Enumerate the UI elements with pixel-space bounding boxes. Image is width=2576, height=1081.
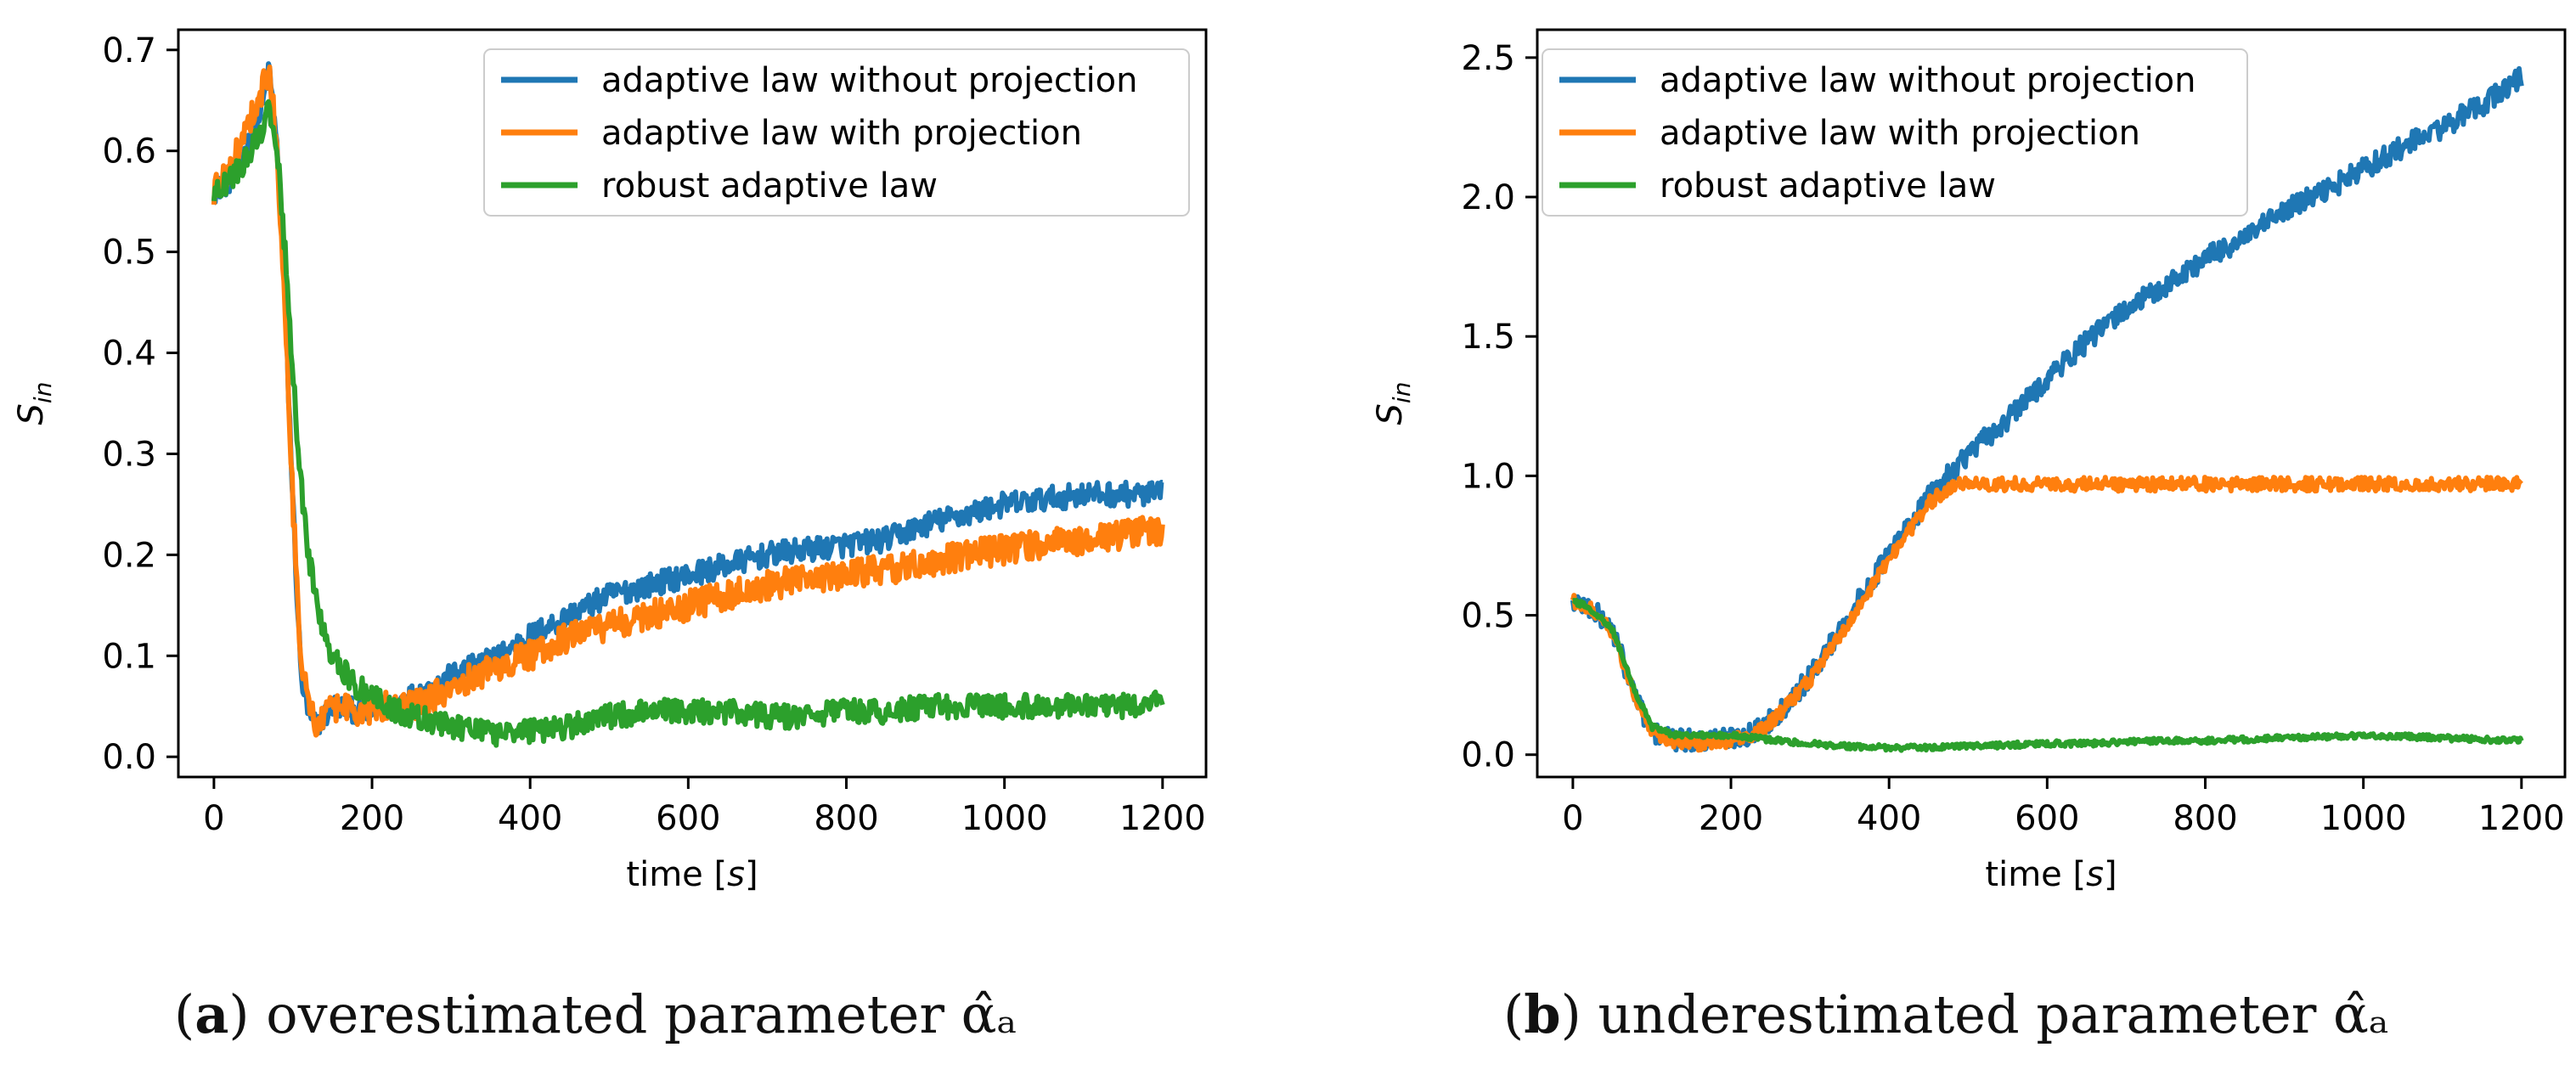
legend-label-1: adaptive law without projection (601, 61, 1138, 100)
x-axis-label-part: time [ (1985, 855, 2086, 894)
x-axis-label: time [s] (626, 855, 758, 894)
legend: adaptive law without projection adaptive … (483, 48, 1190, 217)
series-group (1570, 65, 2524, 753)
series-group (211, 61, 1165, 748)
caption-a: (a) overestimated parameter α̂ₐ (174, 983, 1017, 1045)
caption-b-label: b (1524, 983, 1561, 1045)
x-axis-label-unit: s (2086, 855, 2104, 894)
plot-frame (1536, 28, 2567, 779)
series-line-3 (1571, 598, 2524, 753)
y-axis-label: Sin (12, 382, 57, 425)
caption-b-text: underestimated parameter α̂ₐ (1581, 983, 2389, 1045)
x-tick-label: 1200 (1119, 799, 1206, 838)
legend-box (1542, 48, 2248, 217)
series-line-2 (211, 64, 1165, 738)
y-tick-label: 1.0 (1461, 457, 1515, 496)
y-tick-label: 0.6 (102, 132, 156, 172)
x-tick-label: 0 (203, 799, 224, 838)
x-axis-label-part: ] (2104, 855, 2117, 894)
caption-a-text: overestimated parameter α̂ₐ (249, 983, 1017, 1045)
x-tick-label: 600 (656, 799, 720, 838)
y-tick-label: 0.7 (102, 31, 156, 70)
x-axis-label-part: time [ (626, 855, 727, 894)
y-tick-label: 2.5 (1461, 39, 1515, 78)
x-tick-label: 200 (1699, 799, 1763, 838)
x-tick-label: 800 (814, 799, 878, 838)
x-axis-label: time [s] (1985, 855, 2117, 894)
y-tick-label: 0.0 (102, 738, 156, 777)
plot-frame (177, 28, 1208, 779)
x-tick-label: 1200 (2478, 799, 2565, 838)
y-tick-label: 0.3 (102, 435, 156, 474)
x-axis-label-unit: s (727, 855, 745, 894)
legend-label-3: robust adaptive law (1660, 166, 1996, 206)
y-tick-label: 0.1 (102, 637, 156, 676)
y-axis-label-main: S (12, 403, 51, 425)
x-tick-label: 800 (2173, 799, 2237, 838)
legend-box (483, 48, 1190, 217)
y-axis-label-sub: in (1388, 382, 1416, 404)
legend-label-1: adaptive law without projection (1660, 61, 2196, 100)
legend-label-2: adaptive law with projection (601, 114, 1082, 153)
caption-b: (b) underestimated parameter α̂ₐ (1503, 983, 2389, 1045)
x-tick-label: 1000 (961, 799, 1048, 838)
y-tick-label: 1.5 (1461, 318, 1515, 357)
legend: adaptive law without projection adaptive … (1542, 48, 2248, 217)
x-tick-label: 400 (498, 799, 562, 838)
y-tick-label: 0.5 (102, 234, 156, 273)
x-tick-label: 600 (2015, 799, 2079, 838)
y-tick-label: 2.0 (1461, 178, 1515, 217)
series-line-3 (211, 99, 1165, 748)
legend-label-2: adaptive law with projection (1660, 114, 2140, 153)
series-line-1 (1570, 65, 2524, 753)
chart-panel-a: 0 200 400 600 800 1000 1200 0.0 0.1 0.2 0.3 0.4 0.5 0… (12, 28, 1208, 894)
y-tick-label: 0.4 (102, 335, 156, 374)
caption-a-label: a (194, 983, 229, 1045)
y-tick-label: 0.0 (1461, 736, 1515, 775)
y-axis-label: Sin (1371, 382, 1416, 425)
y-tick-label: 0.5 (1461, 597, 1515, 636)
y-axis-label-sub: in (29, 382, 57, 404)
x-axis-label-part: ] (745, 855, 758, 894)
y-tick-label: 0.2 (102, 536, 156, 575)
chart-panel-b: 0 200 400 600 800 1000 1200 0.0 0.5 1.0 1.5 2.0 2.5 t… (1371, 28, 2567, 894)
x-tick-label: 0 (1562, 799, 1583, 838)
x-tick-label: 400 (1857, 799, 1921, 838)
x-tick-label: 1000 (2320, 799, 2407, 838)
series-line-2 (1570, 475, 2523, 753)
x-tick-label: 200 (340, 799, 404, 838)
legend-label-3: robust adaptive law (601, 166, 938, 206)
y-axis-label-main: S (1371, 403, 1410, 425)
